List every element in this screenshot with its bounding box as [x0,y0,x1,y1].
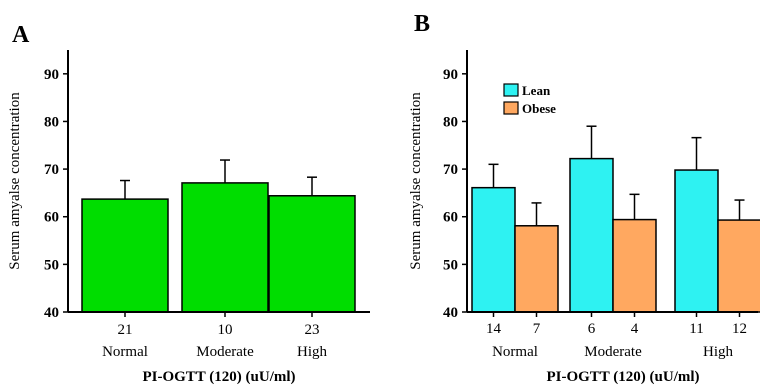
panel-b-legend-swatch [503,83,519,97]
panel-b-y-tick-label: 70 [443,162,458,178]
panel-b-bar [717,219,760,313]
panel-a-bar [181,182,269,313]
panel-a-letter: A [12,22,30,48]
panel-b-count-label: 7 [533,321,541,337]
panel-a-category-label: Normal [102,344,148,360]
panel-b-category-label: Moderate [584,344,642,360]
panel-a-count-label: 23 [305,322,320,338]
panel-a-bar [268,195,356,313]
panel-b-count-label: 14 [486,321,502,337]
panel-b-y-axis-title: Serum amyalse concentration [408,92,424,270]
panel-a-y-tick-label: 70 [44,162,59,178]
panel-a-bar [81,198,169,313]
panel-b-count-label: 12 [732,321,747,337]
panel-b-count-label: 4 [631,321,639,337]
panel-b-category-label: Normal [492,344,538,360]
panel-b-bar [612,218,657,313]
panel-a-y-axis-title: Serum amyalse concentration [7,92,23,270]
panel-a-y-tick-label: 80 [44,114,59,130]
panel-b-x-axis-title: PI-OGTT (120) (uU/ml) [546,369,699,385]
panel-b-y-tick-label: 80 [443,114,458,130]
panel-b-legend-label: Obese [522,101,556,116]
panel-b-count-label: 11 [689,321,703,337]
panel-b-letter: B [414,11,430,37]
panel-b-y-tick-label: 50 [443,257,458,273]
panel-b-bar [471,186,516,313]
panel-a-y-tick-label: 50 [44,257,59,273]
panel-b-legend-swatch [503,101,519,115]
panel-b-category-label: High [703,344,734,360]
panel-a-category-label: High [297,344,328,360]
panel-a-count-label: 10 [218,322,233,338]
panel-b-y-tick-label: 60 [443,210,458,226]
panel-b-plot: 40 50 60 70 80 90 14 7 Normal 6 4 Moderate 11 12 HighP… [408,50,760,385]
panel-a-x-axis-title: PI-OGTT (120) (uU/ml) [142,369,295,385]
panel-b-legend-label: Lean [522,83,551,98]
panel-b-y-tick-label: 40 [443,305,458,321]
panel-b-y-tick-label: 90 [443,67,458,83]
panel-a-y-tick-label: 90 [44,67,59,83]
panel-a-y-tick-label: 60 [44,210,59,226]
panel-b-bar [674,169,719,313]
panel-b-bar [514,225,559,313]
panel-b-bar [569,157,614,313]
panel-a-count-label: 21 [118,322,133,338]
panel-b-count-label: 6 [588,321,596,337]
panel-a-category-label: Moderate [196,344,254,360]
panel-a-y-tick-label: 40 [44,305,59,321]
panel-a-plot: 40 50 60 70 80 90 21 Normal 10 Moderate 23 HighPI-O… [7,50,370,385]
